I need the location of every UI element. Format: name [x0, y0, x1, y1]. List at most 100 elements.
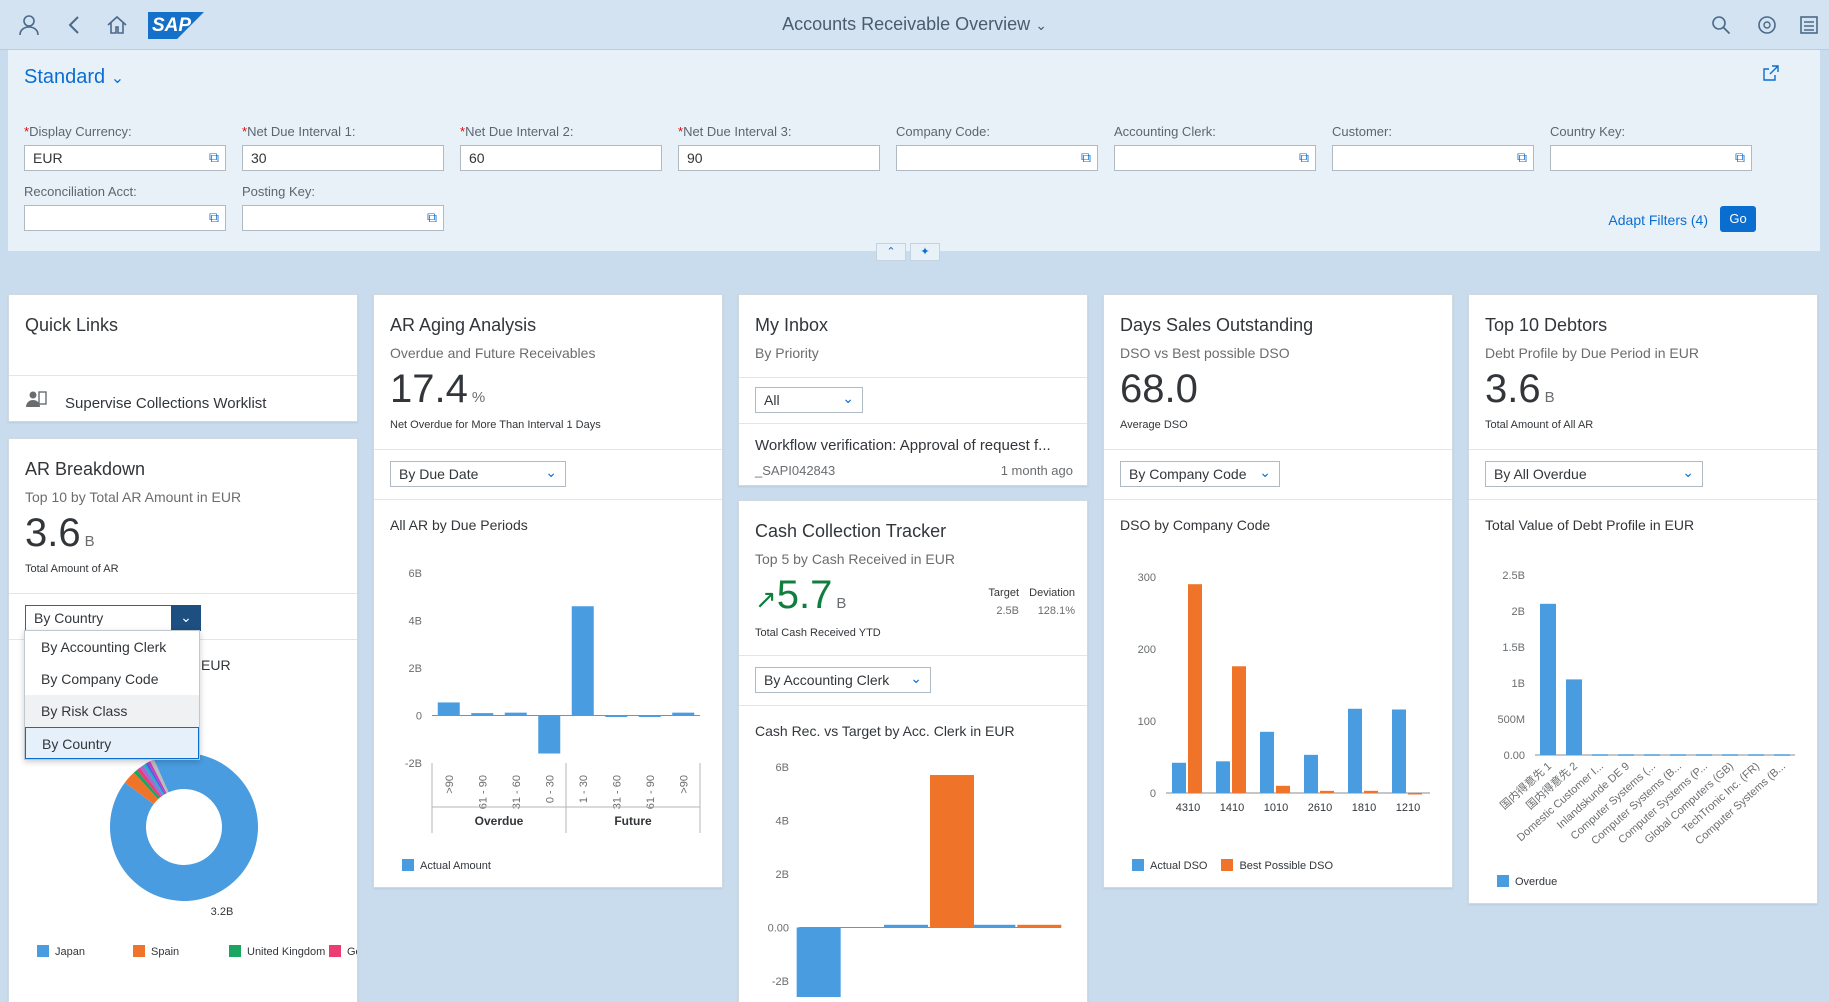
card-title: Top 10 Debtors — [1485, 315, 1608, 335]
x-tick-label: 1 - 30 — [578, 775, 590, 803]
bar-best-possible-dso — [1364, 790, 1378, 793]
chart-legend: Overdue — [1497, 875, 1571, 888]
divider — [739, 705, 1087, 706]
option-risk-class[interactable]: By Risk Class — [25, 695, 199, 727]
value-help-icon[interactable]: ⧉ — [1735, 149, 1745, 165]
collapse-header-icon[interactable]: ⌃ — [876, 243, 906, 261]
value-help-icon[interactable]: ⧉ — [1517, 149, 1527, 165]
kpi-label: Net Overdue for More Than Interval 1 Day… — [390, 419, 601, 431]
donut-slice-other — [150, 759, 169, 794]
y-tick-label: 6B — [409, 568, 422, 580]
value-help-icon[interactable]: ⧉ — [1081, 149, 1091, 165]
bar-best-possible-dso — [1276, 785, 1290, 793]
x-tick-label: 1210 — [1396, 802, 1420, 814]
app-title-menu[interactable]: Accounts Receivable Overview ⌄ — [0, 14, 1829, 35]
chart-title: Total Value of Debt Profile in EUR — [1485, 517, 1695, 533]
card-subtitle: Debt Profile by Due Period in EUR — [1485, 345, 1699, 361]
search-icon[interactable] — [1708, 12, 1734, 38]
header-toggle-group: ⌃ ✦ — [876, 242, 944, 261]
bar-actual-dso — [1304, 754, 1318, 793]
variant-selector[interactable]: Standard ⌄ — [24, 66, 124, 89]
filter-accounting-clerk: Accounting Clerk: ⧉ — [1114, 124, 1316, 171]
accounting-clerk-select[interactable]: By Accounting Clerk ⌄ — [755, 667, 931, 693]
value-help-icon[interactable]: ⧉ — [427, 209, 437, 225]
legend-item: United Kingdom — [229, 945, 329, 958]
adapt-filters-link[interactable]: Adapt Filters (4) — [1608, 212, 1708, 228]
accounting-clerk-input[interactable]: ⧉ — [1114, 145, 1316, 171]
bar-best-possible-dso — [1320, 790, 1334, 793]
legend-swatch — [402, 859, 414, 871]
display-currency-input[interactable]: EUR ⧉ — [24, 145, 226, 171]
bar-actual-amount — [672, 712, 695, 716]
target-value: 2.5B — [996, 605, 1019, 617]
priority-select[interactable]: All ⌄ — [755, 387, 863, 413]
group-label-overdue: Overdue — [475, 814, 524, 828]
bar-actual-amount — [538, 715, 561, 754]
quick-link-supervise[interactable]: Supervise Collections Worklist — [25, 385, 345, 421]
target-label: Target — [988, 587, 1019, 599]
net-due-interval-3-input[interactable]: 90 — [678, 145, 880, 171]
legend-item: Best Possible DSO — [1221, 859, 1333, 872]
option-company-code[interactable]: By Company Code — [41, 671, 159, 687]
company-code-select[interactable]: By Company Code ⌄ — [1120, 461, 1280, 487]
ar-aging-bar-chart: 6B 4B 2B 0 -2B >90 61 - 90 31 - 60 0 - 30 1 - 30 3… — [405, 568, 701, 833]
legend-item: Overdue — [1497, 875, 1557, 888]
legend-label: Actual DSO — [1150, 860, 1208, 872]
chart-title: Cash Rec. vs Target by Acc. Clerk in EUR — [755, 723, 1015, 739]
option-accounting-clerk[interactable]: By Accounting Clerk — [41, 639, 167, 655]
value-help-icon[interactable]: ⧉ — [209, 149, 219, 165]
home-icon[interactable] — [104, 12, 130, 38]
breakdown-select[interactable]: By Country ⌄ — [25, 605, 201, 631]
y-tick-label: 4B — [409, 616, 422, 628]
card-subtitle: Top 10 by Total AR Amount in EUR — [25, 489, 242, 505]
bar-overdue — [1774, 754, 1790, 756]
back-icon[interactable] — [62, 12, 88, 38]
customer-input[interactable]: ⧉ — [1332, 145, 1534, 171]
dso-card: Days Sales Outstanding DSO vs Best possi… — [1103, 294, 1453, 888]
field-value: 60 — [469, 150, 485, 166]
inbox-item-title: Workflow verification: Approval of reque… — [755, 437, 1051, 454]
pin-icon[interactable]: ✦ — [910, 243, 940, 261]
help-icon[interactable] — [1754, 12, 1780, 38]
quick-link-label: Supervise Collections Worklist — [65, 395, 267, 412]
chevron-down-icon[interactable]: ⌄ — [171, 605, 201, 631]
user-icon[interactable] — [16, 12, 42, 38]
deviation-value: 128.1% — [1037, 605, 1075, 617]
bar-actual-dso — [1216, 761, 1230, 793]
kpi-number: 3.6 — [1485, 367, 1541, 411]
breakdown-dropdown-list: By Accounting Clerk By Company Code By R… — [24, 630, 200, 760]
net-due-interval-1-input[interactable]: 30 — [242, 145, 444, 171]
chevron-down-icon: ⌄ — [1259, 464, 1271, 480]
bar-actual-amount — [504, 712, 527, 716]
share-icon[interactable] — [1762, 64, 1780, 87]
due-date-select[interactable]: By Due Date ⌄ — [390, 461, 566, 487]
field-label: Country Key: — [1550, 124, 1626, 139]
option-country[interactable]: By Country — [25, 727, 199, 759]
inbox-item-id: _SAPI042843 — [755, 463, 836, 478]
field-value: EUR — [33, 150, 63, 166]
select-value: By Country — [34, 610, 104, 626]
bar-series-0 — [884, 924, 928, 928]
value-help-icon[interactable]: ⧉ — [209, 209, 219, 225]
posting-key-input[interactable]: ⧉ — [242, 205, 444, 231]
legend-label: Overdue — [1515, 876, 1558, 888]
go-button[interactable]: Go — [1720, 206, 1756, 232]
overdue-select[interactable]: By All Overdue ⌄ — [1485, 461, 1703, 487]
bar-best-possible-dso — [1232, 666, 1246, 793]
net-due-interval-2-input[interactable]: 60 — [460, 145, 662, 171]
notifications-list-icon[interactable] — [1796, 12, 1822, 38]
field-label: Net Due Interval 1: — [247, 124, 356, 139]
inbox-item[interactable]: Workflow verification: Approval of reque… — [739, 425, 1087, 485]
country-key-input[interactable]: ⧉ — [1550, 145, 1752, 171]
worklist-icon — [25, 389, 47, 416]
value-help-icon[interactable]: ⧉ — [1299, 149, 1309, 165]
kpi-label: Total Cash Received YTD — [755, 627, 881, 639]
bar-overdue — [1748, 754, 1764, 756]
divider — [1104, 449, 1452, 450]
y-tick-label: -2B — [772, 976, 789, 988]
reconciliation-acct-input[interactable]: ⧉ — [24, 205, 226, 231]
company-code-input[interactable]: ⧉ — [896, 145, 1098, 171]
kpi-number: 5.7 — [776, 573, 833, 617]
top-debtors-card: Top 10 Debtors Debt Profile by Due Perio… — [1468, 294, 1818, 904]
filter-net-due-2: *Net Due Interval 2: 60 — [460, 124, 662, 171]
